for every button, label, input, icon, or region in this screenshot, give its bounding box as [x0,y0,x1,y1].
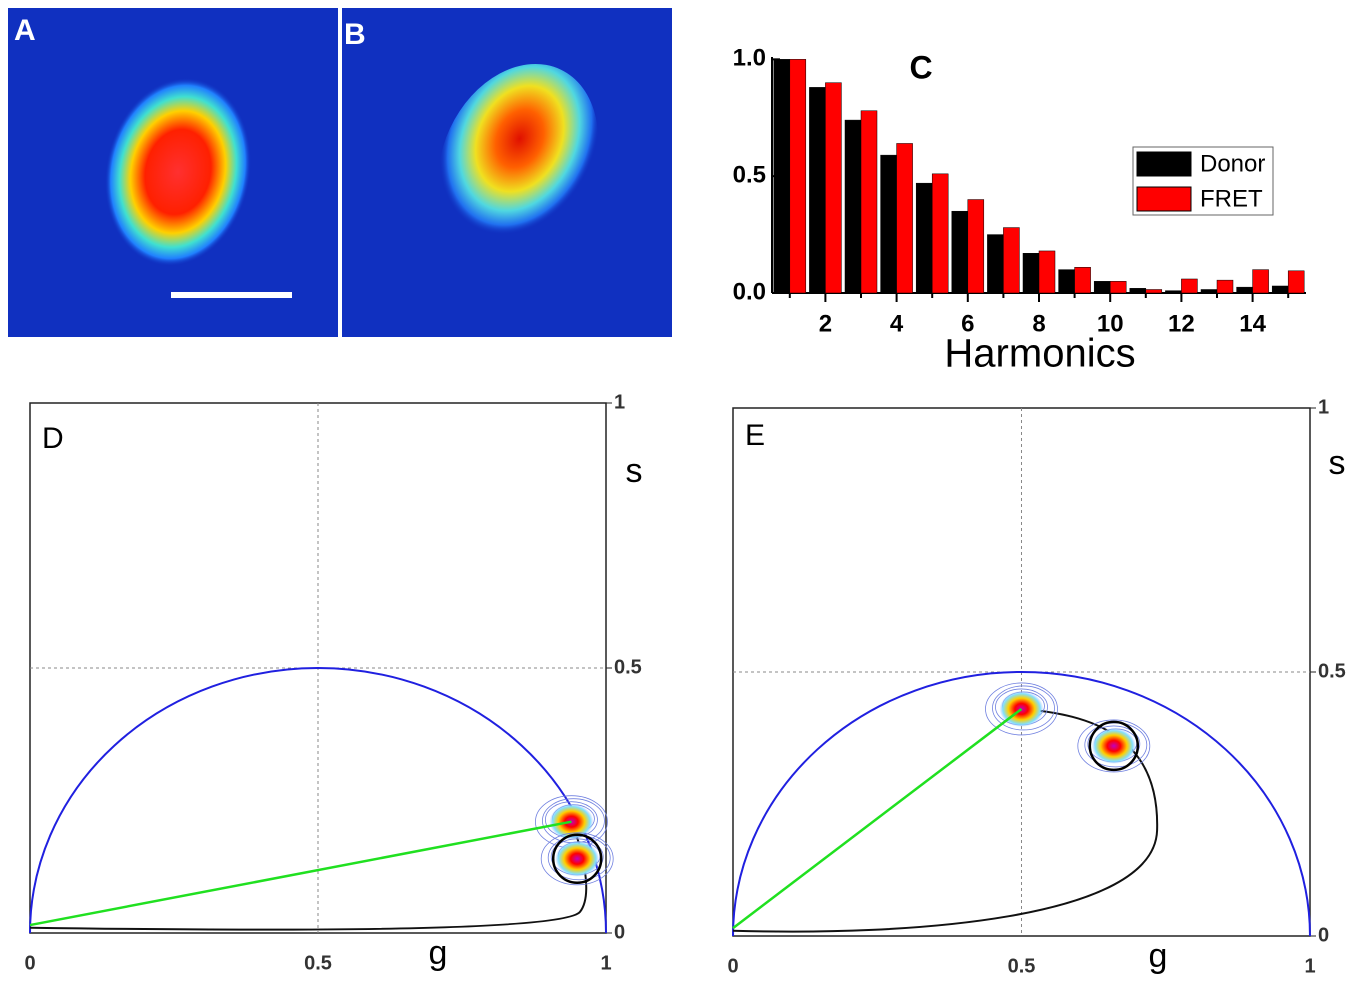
contour [992,685,1055,731]
x-tick-label: 0.5 [304,952,332,974]
bar [1200,289,1218,294]
fret-line [732,707,1023,930]
bar [915,182,933,294]
bar [1181,278,1198,294]
cell-b [437,63,599,257]
cell-a [104,77,252,267]
bar [1236,286,1253,294]
fret-line [29,820,572,927]
panel-label: B [344,18,366,51]
bar [951,210,969,294]
y-tick-label: 0.5 [1318,660,1346,682]
x-axis-label: g [429,934,448,972]
bar [1038,250,1056,294]
legend-label: Donor [1200,150,1265,177]
y-tick-label: 0.5 [614,656,642,678]
bar [825,82,842,294]
bar [1074,267,1091,294]
legend-label: FRET [1200,185,1263,212]
bar [931,173,949,294]
fret-circle [1088,720,1140,772]
x-tick-label: 0 [727,955,738,977]
trajectory [732,707,1159,933]
contour [1077,719,1151,773]
x-axis-label: g [1149,937,1168,975]
bar [1109,281,1127,294]
semicircle [732,671,1311,937]
x-tick-label: 0.5 [1008,955,1036,977]
x-tick-label: 2 [819,310,832,337]
y-tick-label: 0.5 [733,162,766,189]
x-tick-label: 14 [1239,310,1266,337]
x-tick-label: 12 [1168,310,1195,337]
legend-swatch [1136,151,1192,177]
y-tick-label: 1 [1318,396,1329,418]
x-tick-label: 8 [1032,310,1045,337]
bar [1145,289,1163,294]
y-axis-label: s [626,452,643,490]
y-tick-label: 0 [614,921,625,943]
bar [987,234,1004,294]
y-tick-label: 1 [614,391,625,413]
y-tick-label: 0.0 [733,278,766,305]
legend-swatch [1136,186,1192,212]
bar [1271,285,1289,294]
bar [773,59,791,294]
chart-title: D [42,422,64,455]
scale-bar [171,292,292,298]
fret-circle [551,833,603,885]
bar [809,87,826,294]
bar [860,110,878,294]
bar [1058,269,1075,294]
x-tick-label: 10 [1097,310,1124,337]
bar [1287,270,1305,294]
chart-title: E [745,419,765,452]
bar [1129,288,1147,294]
bar [844,119,862,294]
chart-title: C [909,49,932,85]
y-axis-label: s [1329,444,1346,482]
bar [967,199,985,294]
x-tick-label: 1 [1304,955,1315,977]
y-tick-label: 0 [1318,924,1329,946]
x-axis-label: Harmonics [944,332,1135,376]
bar [1216,279,1234,294]
bar [1252,269,1269,294]
contour [540,832,614,886]
bar [880,154,897,294]
bar [1003,227,1020,294]
y-tick-label: 1.0 [733,45,766,72]
bar [1093,281,1111,294]
cluster [555,840,600,877]
contour [985,682,1058,736]
bar [789,59,807,294]
x-tick-label: 6 [961,310,974,337]
bar [1022,253,1040,294]
cluster [1091,727,1136,764]
x-tick-label: 0 [24,952,35,974]
trajectory [29,821,588,931]
bar [896,143,913,294]
x-tick-label: 4 [890,310,904,337]
panel-label: A [14,14,36,47]
bar [1165,290,1182,294]
x-tick-label: 1 [600,952,611,974]
